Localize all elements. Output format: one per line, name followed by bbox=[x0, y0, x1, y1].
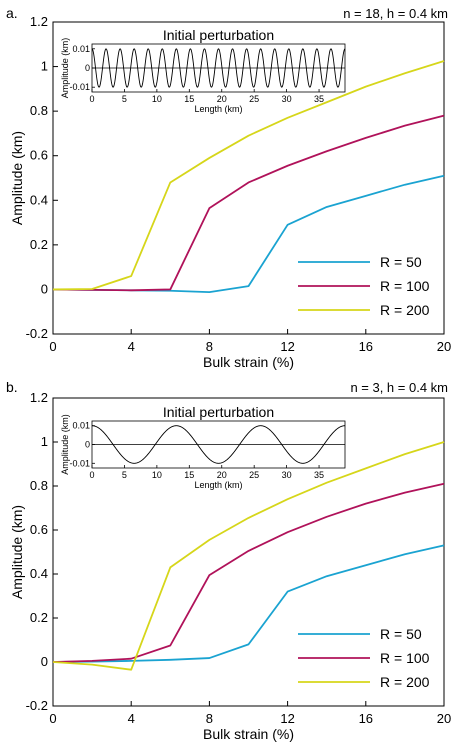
series-line-50 bbox=[52, 174, 445, 294]
x-tick-label: 16 bbox=[359, 339, 373, 354]
inset-y-tick-label: 0 bbox=[85, 63, 90, 73]
y-tick-label: 1 bbox=[41, 434, 48, 449]
legend-label: R = 200 bbox=[380, 674, 430, 690]
inset-y-tick-label: 0.01 bbox=[72, 421, 90, 431]
y-axis-label: Amplitude (km) bbox=[9, 131, 25, 225]
legend-label: R = 50 bbox=[380, 626, 422, 642]
x-tick-label: 4 bbox=[128, 339, 135, 354]
chart-panel-a: a. n = 18, h = 0.4 km-0.200.20.40.60.811.… bbox=[6, 5, 451, 370]
x-tick-label: 20 bbox=[437, 339, 451, 354]
legend-label: R = 100 bbox=[380, 278, 430, 294]
y-tick-label: 0.6 bbox=[30, 148, 48, 163]
series-line-200 bbox=[52, 441, 445, 671]
inset-x-tick-label: 0 bbox=[89, 94, 94, 104]
y-tick-label: 0 bbox=[41, 654, 48, 669]
series-line-100 bbox=[52, 482, 445, 663]
y-tick-label: 1.2 bbox=[30, 14, 48, 29]
inset-initial-perturbation: Initial perturbation 0.01 0 -0.01 0 5 10 15 20 25… bbox=[60, 404, 346, 490]
panel-params: n = 18, h = 0.4 km bbox=[343, 6, 448, 21]
inset-x-tick-label: 10 bbox=[152, 94, 162, 104]
inset-y-axis-label: Amplitude (km) bbox=[60, 38, 70, 99]
y-tick-label: 0.2 bbox=[30, 610, 48, 625]
y-tick-label: 0.4 bbox=[30, 566, 48, 581]
inset-x-tick-label: 35 bbox=[314, 94, 324, 104]
inset-x-tick-label: 25 bbox=[249, 470, 259, 480]
inset-title: Initial perturbation bbox=[163, 404, 274, 420]
x-tick-label: 12 bbox=[280, 339, 294, 354]
inset-x-tick-label: 0 bbox=[89, 470, 94, 480]
panel-label: b. bbox=[6, 379, 18, 395]
series-line-100 bbox=[52, 114, 445, 292]
inset-x-axis-label: Length (km) bbox=[194, 104, 242, 114]
x-tick-label: 16 bbox=[359, 711, 373, 726]
inset-y-axis-label: Amplitude (km) bbox=[60, 414, 70, 475]
legend-label: R = 100 bbox=[380, 650, 430, 666]
x-tick-label: 12 bbox=[280, 711, 294, 726]
y-tick-label: 1 bbox=[41, 59, 48, 74]
inset-x-axis-label: Length (km) bbox=[194, 480, 242, 490]
inset-y-tick-label: 0.01 bbox=[72, 44, 90, 54]
inset-x-tick-label: 30 bbox=[282, 94, 292, 104]
inset-y-tick-label: 0 bbox=[85, 440, 90, 450]
inset-wave-line bbox=[91, 425, 346, 464]
inset-x-tick-label: 20 bbox=[217, 94, 227, 104]
inset-x-tick-label: 15 bbox=[184, 470, 194, 480]
y-tick-label: 1.2 bbox=[30, 390, 48, 405]
inset-x-tick-label: 30 bbox=[282, 470, 292, 480]
y-axis-label: Amplitude (km) bbox=[9, 505, 25, 599]
x-tick-label: 8 bbox=[206, 711, 213, 726]
inset-x-tick-label: 5 bbox=[122, 94, 127, 104]
inset-title: Initial perturbation bbox=[163, 27, 274, 43]
inset-x-tick-label: 25 bbox=[249, 94, 259, 104]
inset-x-tick-label: 20 bbox=[217, 470, 227, 480]
y-tick-label: 0.6 bbox=[30, 522, 48, 537]
y-tick-label: -0.2 bbox=[26, 326, 48, 341]
inset-y-tick-label: -0.01 bbox=[69, 82, 90, 92]
x-tick-label: 0 bbox=[49, 339, 56, 354]
panel-params: n = 3, h = 0.4 km bbox=[350, 380, 448, 395]
x-axis-label: Bulk strain (%) bbox=[203, 354, 294, 370]
x-tick-label: 20 bbox=[437, 711, 451, 726]
legend-label: R = 200 bbox=[380, 302, 430, 318]
plot-frame bbox=[52, 21, 445, 335]
y-tick-label: 0.8 bbox=[30, 103, 48, 118]
chart-panel-b: b. n = 3, h = 0.4 km-0.200.20.40.60.811.2… bbox=[6, 379, 451, 742]
y-tick-label: 0.2 bbox=[30, 237, 48, 252]
y-tick-label: -0.2 bbox=[26, 698, 48, 713]
plot-frame bbox=[52, 397, 445, 707]
panel-label: a. bbox=[6, 5, 18, 21]
series-line-50 bbox=[52, 544, 445, 663]
x-axis-label: Bulk strain (%) bbox=[203, 726, 294, 742]
inset-initial-perturbation: Initial perturbation 0.01 0 -0.01 0 5 10 15 20 25… bbox=[60, 27, 346, 114]
inset-x-tick-label: 5 bbox=[122, 470, 127, 480]
x-tick-label: 4 bbox=[128, 711, 135, 726]
inset-x-tick-label: 15 bbox=[184, 94, 194, 104]
inset-y-tick-label: -0.01 bbox=[69, 458, 90, 468]
legend-label: R = 50 bbox=[380, 254, 422, 270]
inset-x-tick-label: 10 bbox=[152, 470, 162, 480]
series-line-200 bbox=[52, 60, 445, 291]
y-tick-label: 0.8 bbox=[30, 478, 48, 493]
x-tick-label: 8 bbox=[206, 339, 213, 354]
y-tick-label: 0.4 bbox=[30, 192, 48, 207]
inset-x-tick-label: 35 bbox=[314, 470, 324, 480]
y-tick-label: 0 bbox=[41, 281, 48, 296]
x-tick-label: 0 bbox=[49, 711, 56, 726]
inset-wave-line bbox=[91, 48, 346, 88]
